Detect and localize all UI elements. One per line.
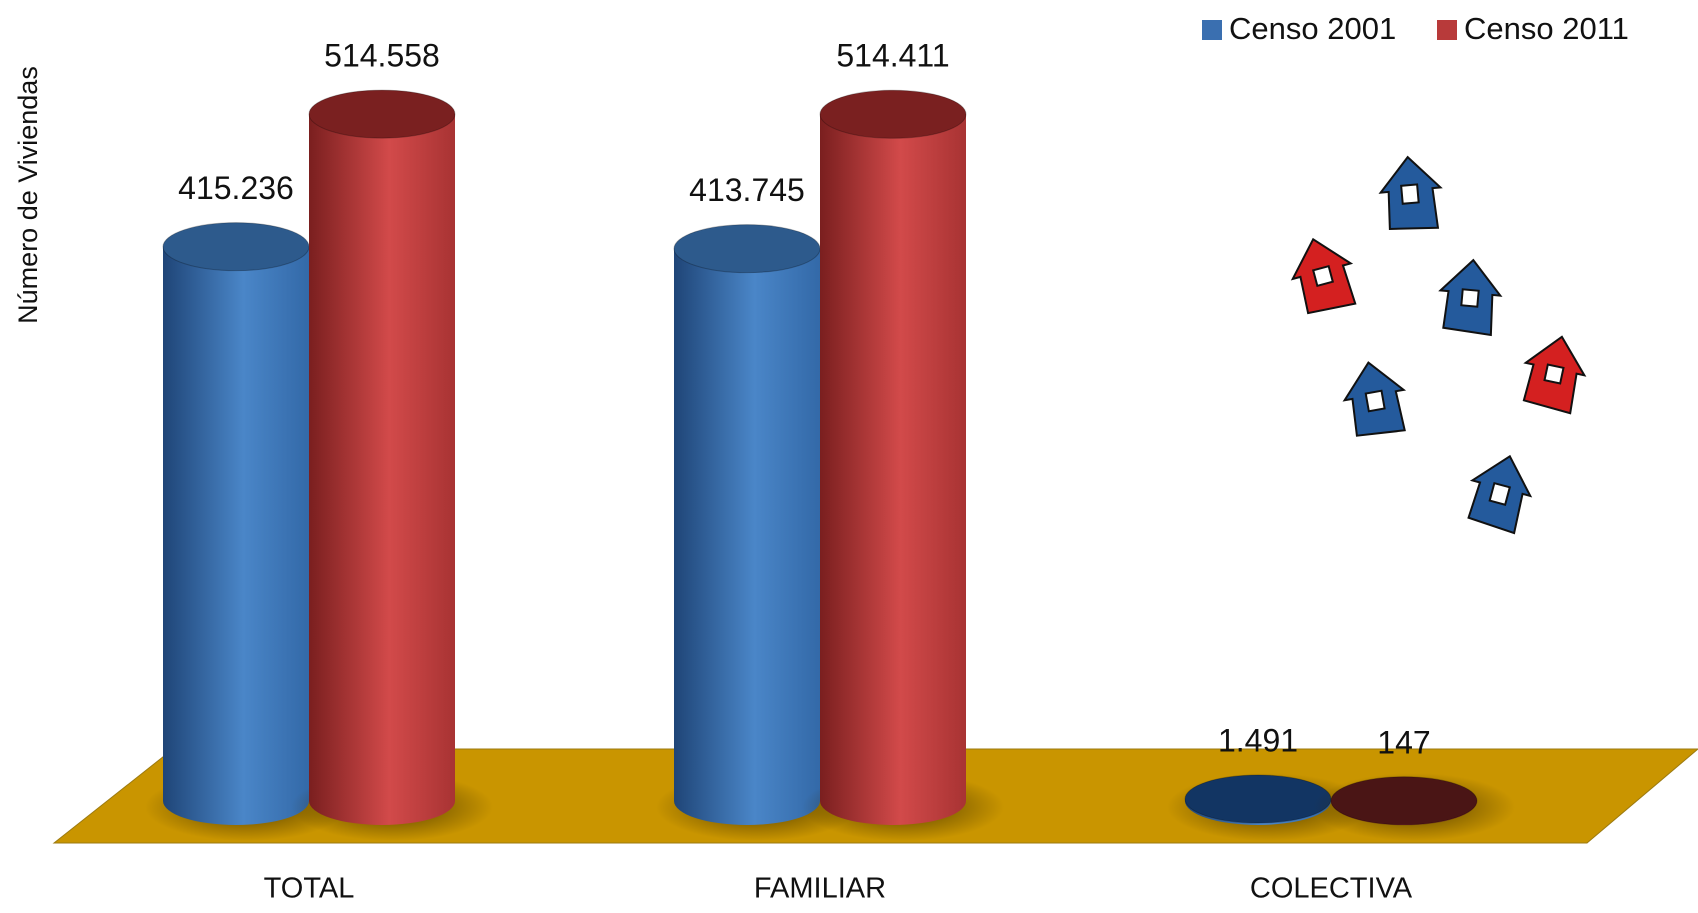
x-tick-label: FAMILIAR xyxy=(754,873,886,905)
legend: Censo 2001 Censo 2011 xyxy=(1202,11,1629,46)
legend-swatch xyxy=(1202,20,1222,40)
data-label: 514.411 xyxy=(836,38,949,74)
house-icon xyxy=(1284,232,1361,318)
data-label: 514.558 xyxy=(324,38,440,74)
bars xyxy=(145,90,1515,841)
data-label: 1.491 xyxy=(1218,722,1298,758)
page: Número de Viviendas Censo 2001 Censo 2011… xyxy=(0,0,1698,913)
chart: Número de Viviendas Censo 2001 Censo 2011… xyxy=(0,0,1698,908)
legend-swatch xyxy=(1437,20,1457,40)
bar-top xyxy=(1331,777,1477,825)
bar xyxy=(674,249,820,825)
house-icon xyxy=(1339,357,1411,439)
legend-label: Censo 2011 xyxy=(1464,11,1629,46)
house-icon xyxy=(1437,258,1503,336)
bar-top xyxy=(820,90,966,138)
house-icons xyxy=(1284,155,1591,535)
data-label: 415.236 xyxy=(178,170,294,206)
bar xyxy=(309,114,455,825)
bar-top xyxy=(163,223,309,271)
bar xyxy=(820,114,966,825)
house-icon xyxy=(1517,331,1591,415)
y-axis-title: Número de Viviendas xyxy=(13,66,43,324)
legend-label: Censo 2001 xyxy=(1229,11,1396,46)
bar-top xyxy=(309,90,455,138)
data-label: 413.745 xyxy=(689,172,805,208)
house-icon xyxy=(1462,449,1539,535)
x-tick-label: COLECTIVA xyxy=(1250,873,1413,905)
x-tick-label: TOTAL xyxy=(264,873,355,905)
bar-top xyxy=(1185,775,1331,823)
bar-top xyxy=(674,225,820,273)
bar xyxy=(163,247,309,825)
data-label: 147 xyxy=(1377,724,1430,760)
house-icon xyxy=(1378,155,1444,233)
